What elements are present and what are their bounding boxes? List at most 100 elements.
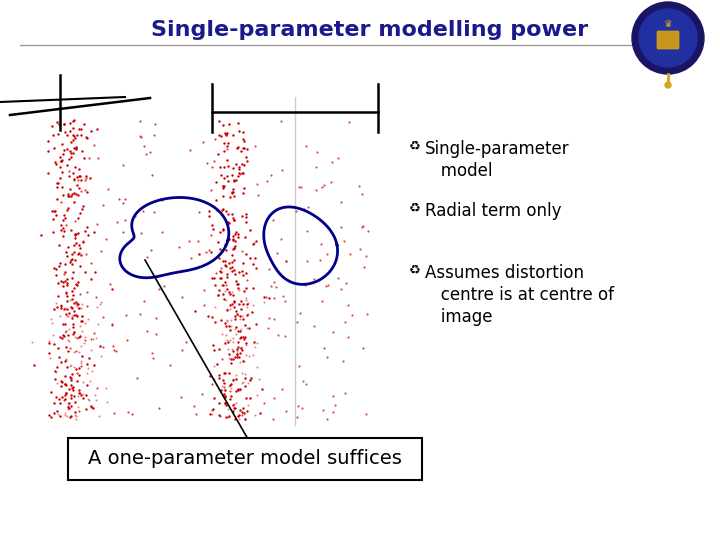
Point <box>213 398 225 407</box>
Point <box>238 161 249 170</box>
Point <box>73 406 84 415</box>
Point <box>207 163 218 171</box>
Point <box>91 220 102 228</box>
Point <box>258 399 270 407</box>
Point <box>60 343 71 352</box>
Point <box>63 167 74 176</box>
Point <box>63 172 75 180</box>
Point <box>85 275 96 284</box>
Point <box>89 227 100 236</box>
Point <box>210 318 221 326</box>
Point <box>227 232 238 241</box>
Point <box>75 362 86 371</box>
Point <box>231 349 243 357</box>
Point <box>93 412 104 421</box>
Point <box>198 285 210 294</box>
Point <box>57 224 68 232</box>
Point <box>68 241 80 249</box>
Point <box>176 393 187 402</box>
Point <box>117 161 129 170</box>
Point <box>148 208 160 217</box>
Point <box>218 139 230 147</box>
Point <box>42 137 54 145</box>
Point <box>238 184 250 193</box>
Point <box>325 177 337 186</box>
Point <box>219 240 230 248</box>
Point <box>233 232 244 241</box>
Point <box>238 286 250 295</box>
Point <box>180 338 192 347</box>
Point <box>210 303 221 312</box>
Point <box>237 377 248 386</box>
Point <box>233 415 244 423</box>
Point <box>59 305 71 313</box>
Point <box>73 249 84 258</box>
Point <box>224 395 235 403</box>
Point <box>215 132 227 140</box>
Point <box>308 322 320 331</box>
Point <box>222 120 234 129</box>
Point <box>217 256 229 265</box>
Point <box>238 356 249 365</box>
Point <box>342 300 354 309</box>
Point <box>71 310 82 319</box>
Point <box>236 379 248 387</box>
Point <box>328 408 339 416</box>
Point <box>53 279 64 288</box>
Point <box>66 383 78 392</box>
Point <box>215 316 226 325</box>
Point <box>228 375 239 383</box>
Point <box>217 376 229 384</box>
Point <box>61 305 73 313</box>
Point <box>45 413 56 421</box>
Point <box>251 339 263 348</box>
Point <box>234 333 246 342</box>
Point <box>46 319 58 327</box>
Point <box>237 188 248 197</box>
Point <box>48 340 60 349</box>
Point <box>220 246 232 254</box>
Point <box>230 307 241 315</box>
Point <box>229 256 240 265</box>
Point <box>55 226 66 235</box>
Point <box>212 237 224 246</box>
Point <box>68 136 79 145</box>
Point <box>53 343 64 352</box>
Point <box>43 410 55 419</box>
Point <box>74 208 86 217</box>
Point <box>214 370 225 379</box>
Point <box>224 322 235 330</box>
Point <box>146 171 158 179</box>
Point <box>231 143 243 152</box>
Point <box>189 307 200 316</box>
Point <box>356 190 367 198</box>
Point <box>66 192 77 200</box>
Point <box>81 390 92 399</box>
Point <box>66 390 77 399</box>
Point <box>59 304 71 313</box>
Point <box>50 271 62 279</box>
Point <box>217 225 228 233</box>
Point <box>218 386 230 394</box>
Point <box>62 399 73 408</box>
Point <box>81 368 92 377</box>
Point <box>225 379 237 388</box>
Point <box>238 134 249 143</box>
Point <box>66 250 78 259</box>
Point <box>225 263 236 272</box>
Point <box>104 280 115 288</box>
Point <box>65 138 76 146</box>
Point <box>270 282 282 291</box>
Point <box>279 332 291 340</box>
Point <box>230 242 241 251</box>
Point <box>292 402 303 410</box>
Point <box>75 388 86 397</box>
Point <box>56 168 68 177</box>
Point <box>222 413 234 421</box>
Point <box>212 150 223 158</box>
Point <box>234 385 246 394</box>
Point <box>211 360 222 368</box>
Point <box>74 172 86 180</box>
Point <box>239 382 251 390</box>
Point <box>71 279 82 288</box>
